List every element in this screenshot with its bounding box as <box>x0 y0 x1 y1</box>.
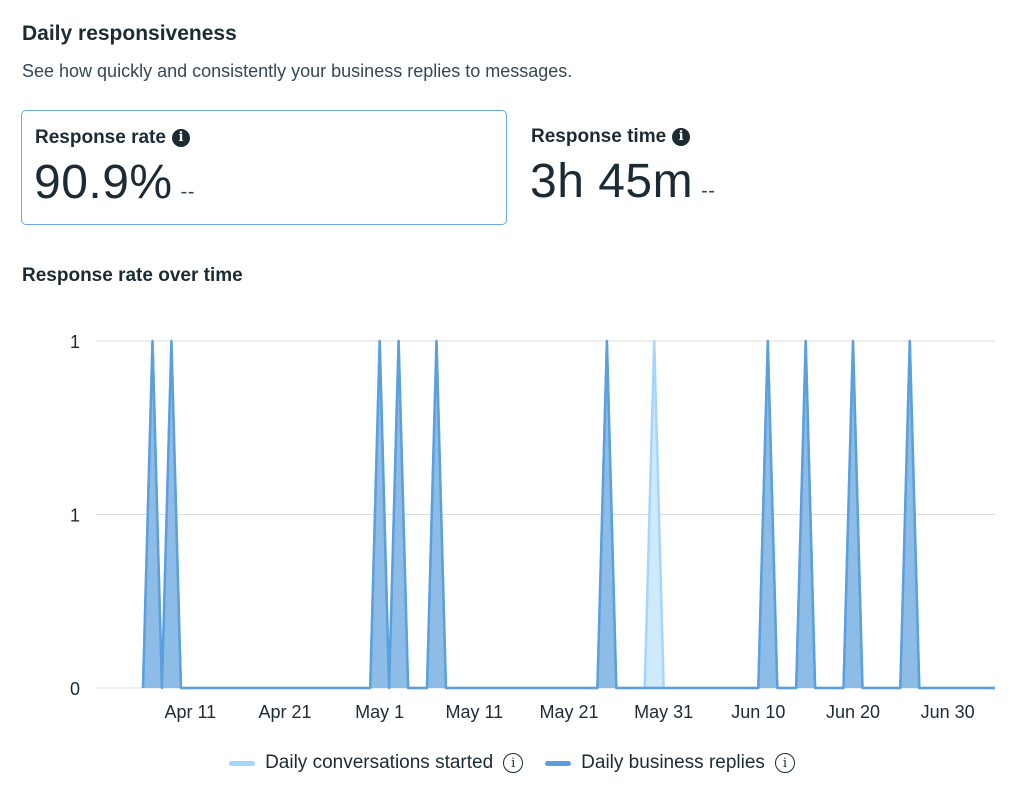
metric-value: 3h 45m <box>530 155 694 208</box>
x-tick-label: May 1 <box>355 702 404 722</box>
info-icon[interactable]: i <box>672 128 691 146</box>
metric-value: 90.9% <box>34 156 173 209</box>
section-subtitle: See how quickly and consistently your bu… <box>22 61 573 81</box>
info-icon[interactable]: i <box>774 753 795 773</box>
x-tick-label: Apr 21 <box>258 702 311 722</box>
legend-item-conversations[interactable]: Daily conversations started i <box>229 752 524 774</box>
info-icon[interactable]: i <box>503 753 524 773</box>
legend-item-replies[interactable]: Daily business replies i <box>545 752 795 774</box>
x-tick-label: Jun 10 <box>731 702 785 722</box>
metric-label: Response rate <box>35 127 166 148</box>
metric-change: -- <box>180 181 195 203</box>
chart-legend: Daily conversations started i Daily busi… <box>0 752 1024 774</box>
legend-swatch <box>545 760 572 766</box>
response-rate-card[interactable]: Response rate i 90.9% -- <box>21 110 507 225</box>
section-title: Daily responsiveness <box>22 22 237 45</box>
x-tick-label: May 31 <box>634 702 693 722</box>
x-tick-label: Apr 11 <box>164 702 216 722</box>
info-icon[interactable]: i <box>171 129 190 147</box>
y-tick-label: 0 <box>70 679 80 699</box>
metric-change: -- <box>701 180 716 202</box>
y-tick-label: 1 <box>70 332 80 352</box>
chart-title: Response rate over time <box>22 265 243 286</box>
y-tick-label: 1 <box>70 506 80 526</box>
response-time-card[interactable]: Response time i 3h 45m -- <box>518 110 918 225</box>
legend-label: Daily conversations started <box>265 752 494 773</box>
legend-label: Daily business replies <box>581 752 765 773</box>
metric-label: Response time <box>531 126 667 147</box>
x-tick-label: May 21 <box>539 702 598 722</box>
x-tick-label: Jun 20 <box>826 702 880 722</box>
legend-swatch <box>229 760 256 766</box>
x-tick-label: Jun 30 <box>921 702 975 722</box>
x-tick-label: May 11 <box>445 702 503 722</box>
